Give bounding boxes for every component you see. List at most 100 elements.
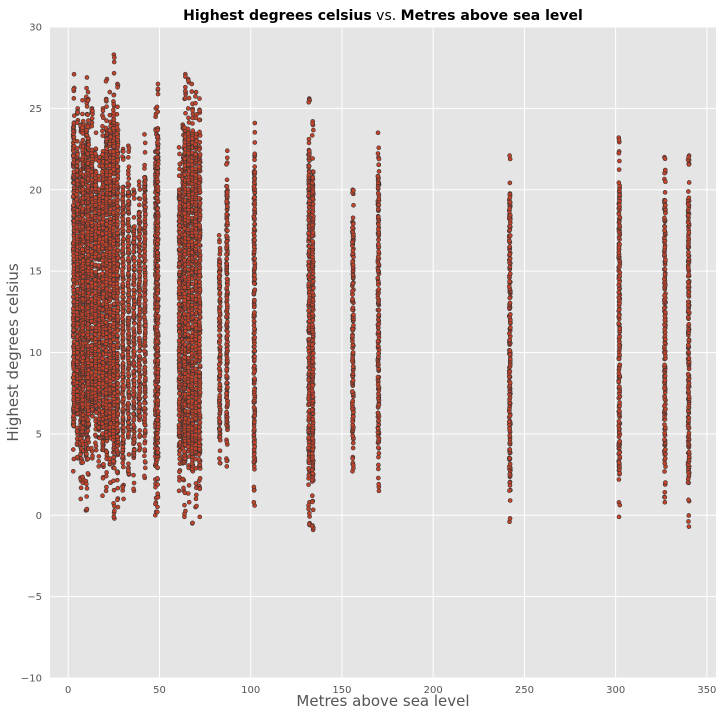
data-point [84, 506, 90, 512]
data-point [183, 110, 188, 116]
data-point [107, 128, 113, 133]
data-point [93, 182, 98, 188]
data-point [182, 95, 188, 101]
data-point [182, 342, 188, 347]
data-point [182, 511, 187, 517]
data-point [137, 306, 143, 312]
data-point [125, 216, 131, 222]
data-point [155, 263, 160, 268]
data-point [126, 461, 131, 467]
data-point [186, 115, 191, 121]
data-point [96, 253, 102, 259]
data-point [121, 437, 126, 442]
data-point [121, 303, 126, 309]
data-point [78, 452, 83, 457]
data-point [96, 263, 102, 268]
data-point [185, 444, 191, 450]
data-point [185, 131, 191, 137]
data-point [131, 192, 136, 197]
data-point [154, 328, 160, 334]
data-point [176, 488, 182, 494]
data-point [103, 473, 109, 479]
data-point [131, 422, 136, 428]
data-point [131, 287, 137, 293]
data-point [125, 198, 131, 204]
data-point [104, 314, 110, 319]
data-point [101, 462, 106, 467]
data-point [189, 136, 195, 141]
data-point [183, 84, 188, 90]
data-point [90, 453, 95, 459]
data-point [84, 104, 90, 109]
data-point [125, 155, 131, 160]
data-point [125, 180, 131, 186]
data-point [92, 277, 98, 282]
data-point [112, 508, 117, 514]
data-point [131, 411, 136, 417]
data-point [89, 445, 94, 451]
data-point [185, 312, 191, 318]
data-point [131, 486, 136, 492]
data-point [182, 210, 187, 216]
data-point [126, 315, 132, 321]
data-point [121, 496, 126, 502]
data-point [185, 227, 191, 232]
data-point [126, 145, 132, 151]
data-point [92, 332, 98, 337]
data-point [137, 353, 142, 359]
data-point [177, 391, 182, 396]
data-point [142, 465, 148, 471]
data-point [112, 55, 117, 60]
data-point [155, 81, 161, 87]
data-point [111, 459, 116, 464]
data-point [120, 294, 125, 299]
data-point [114, 422, 120, 428]
data-point [142, 264, 147, 269]
data-point [189, 398, 195, 404]
data-point [115, 84, 120, 90]
data-point [131, 433, 137, 439]
data-point [142, 175, 147, 181]
data-point [193, 240, 198, 245]
data-point [85, 417, 91, 423]
data-point [193, 433, 198, 438]
data-point [137, 428, 143, 433]
data-point [137, 413, 143, 419]
data-point [155, 184, 161, 190]
data-point [126, 452, 132, 457]
data-point [100, 439, 106, 445]
data-point [125, 400, 131, 406]
data-point [121, 262, 126, 268]
data-point [193, 89, 199, 95]
data-point [125, 411, 131, 417]
data-point [100, 271, 105, 276]
data-point [155, 384, 161, 390]
data-point [111, 454, 116, 460]
data-point [137, 241, 142, 246]
data-point [155, 366, 161, 372]
data-point [125, 190, 131, 195]
data-point [132, 374, 137, 379]
data-point [93, 269, 99, 275]
data-point [80, 206, 86, 211]
data-point [142, 233, 147, 239]
data-point [107, 272, 113, 277]
data-point [155, 287, 161, 293]
data-point [111, 487, 117, 493]
data-point [176, 280, 182, 286]
data-point [85, 428, 91, 434]
data-point [142, 428, 148, 433]
data-point [137, 253, 143, 259]
data-point [96, 159, 102, 164]
data-point [85, 284, 91, 289]
data-point [120, 188, 126, 194]
data-point [132, 235, 137, 241]
data-point [142, 314, 147, 320]
data-point [131, 398, 136, 404]
data-point [114, 180, 120, 186]
data-point [70, 306, 76, 312]
data-point [100, 108, 106, 114]
data-point [121, 383, 126, 388]
data-point [155, 446, 160, 452]
data-point [137, 202, 142, 208]
